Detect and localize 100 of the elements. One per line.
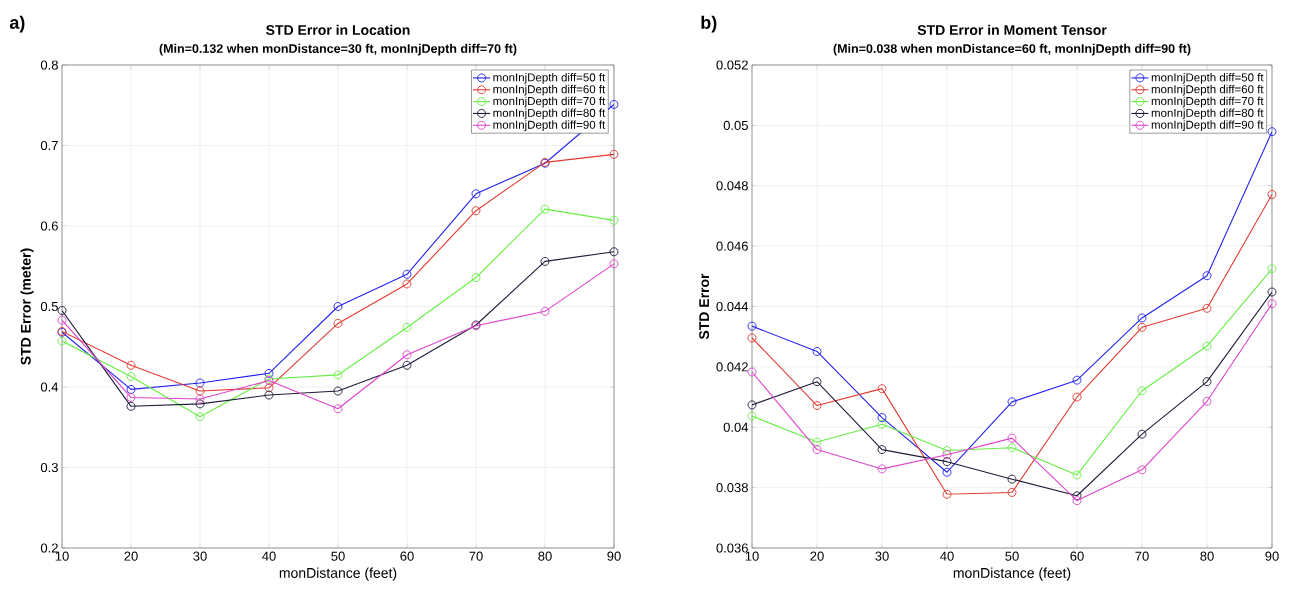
x-tick-label: 20 [810,551,824,561]
point [126,401,136,411]
y-axis-title: STD Error (meter) [20,248,34,365]
point [609,99,619,109]
point [1007,488,1017,497]
y-axis-title: STD Error [699,273,710,340]
point [57,306,67,315]
y-tick-label: 0.046 [716,241,748,251]
x-tick-label: 90 [1265,551,1279,561]
x-axis-title: monDistance (feet) [279,567,397,581]
point [471,189,481,199]
point [333,302,343,311]
point [333,404,343,414]
y-tick-label: 0.036 [716,543,748,553]
point [812,401,822,410]
legend-label: monInjDepth diff=80 ft [493,108,606,120]
y-tick-label: 0.4 [40,382,59,392]
legend-label: monInjDepth diff=80 ft [1151,108,1264,120]
point [942,446,952,455]
point [540,306,550,316]
point [1137,313,1147,323]
point [877,413,887,423]
y-tick-label: 0.2 [40,543,58,553]
point [747,411,757,421]
x-tick-label: 90 [607,551,621,561]
point [333,386,343,396]
point [877,464,887,474]
y-tick-label: 0.052 [716,60,748,70]
point [1137,429,1147,439]
x-tick-label: 40 [940,551,954,561]
point [402,360,412,370]
point [609,259,619,269]
x-tick-label: 10 [745,551,759,561]
y-tick-label: 0.6 [40,221,58,231]
legend-label: monInjDepth diff=50 ft [1151,73,1264,84]
point [126,393,136,402]
point [942,450,952,460]
chart-title: STD Error in Location [266,24,410,36]
point [1072,496,1082,506]
point [333,370,343,380]
point [57,315,67,325]
point [333,318,343,328]
point [402,269,412,279]
x-tick-label: 20 [124,551,138,561]
point [942,457,952,467]
point [812,347,822,356]
x-tick-label: 80 [538,551,552,561]
x-tick-label: 30 [875,551,889,561]
point [195,386,205,396]
point [57,336,67,346]
legend-label: monInjDepth diff=70 ft [1151,96,1264,108]
point [540,256,550,266]
legend-label: monInjDepth diff=60 ft [493,84,606,96]
text: a) [9,15,25,33]
point [195,399,205,409]
x-tick-label: 80 [1200,551,1214,561]
point [126,360,136,370]
x-tick-label: 50 [331,551,345,561]
point [609,149,619,159]
y-tick-label: 0.042 [716,362,748,372]
point [609,247,619,257]
y-tick-label: 0.8 [40,60,58,70]
point [195,412,205,422]
point [877,384,887,394]
point [1267,127,1277,137]
x-tick-label: 30 [193,551,207,561]
point [942,489,952,499]
point [1007,397,1017,407]
point [609,215,619,225]
point [1267,299,1277,309]
x-tick-label: 40 [262,551,276,561]
point [264,390,274,400]
point [1072,491,1082,501]
point [1137,465,1147,475]
point [264,383,274,393]
x-tick-label: 60 [1070,551,1084,561]
chart-subtitle: (Min=0.132 when monDistance=30 ft, monInjDepth diff=70 ft) [159,43,517,56]
point [1137,386,1147,396]
point [812,445,822,455]
legend-label: monInjDepth diff=50 ft [493,73,606,84]
x-tick-label: 70 [1135,551,1149,561]
point [1007,474,1017,484]
point [877,445,887,455]
point [1202,377,1212,387]
x-tick-label: 50 [1005,551,1019,561]
chart-subtitle: (Min=0.038 when monDistance=60 ft, monInjDepth diff=90 ft) [833,43,1191,56]
point [1072,392,1082,402]
point [471,273,481,282]
point [195,378,205,388]
y-tick-label: 0.048 [716,181,748,191]
point [1007,443,1017,453]
point [1202,341,1212,351]
point [402,350,412,360]
point [1267,190,1277,199]
y-tick-label: 0.04 [723,422,749,432]
point [747,367,757,377]
y-tick-label: 0.05 [723,120,748,130]
point [126,372,136,381]
point [1072,375,1082,385]
point [812,437,822,447]
